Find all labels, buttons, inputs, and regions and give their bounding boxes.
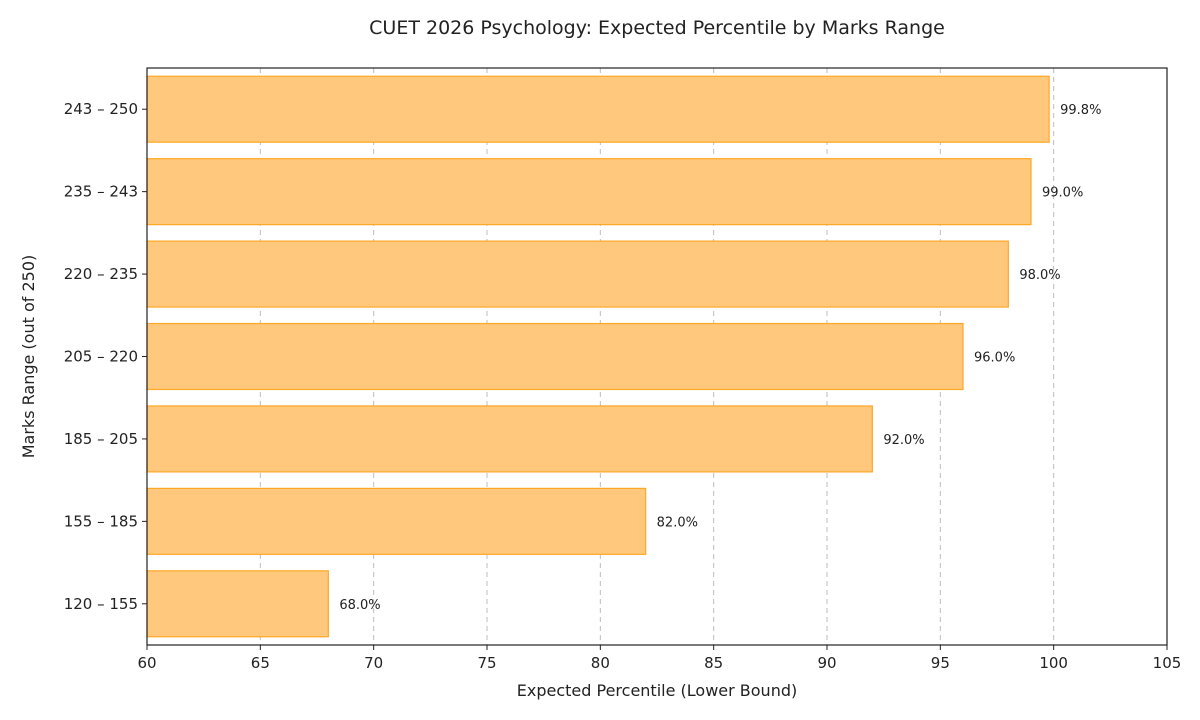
bar <box>146 240 1009 308</box>
chart-title: CUET 2026 Psychology: Expected Percentil… <box>369 17 945 39</box>
bar-value-label: 96.0% <box>974 351 1015 366</box>
y-tick-label: 155 – 185 <box>64 512 138 530</box>
bar <box>146 487 647 555</box>
x-tick-label: 70 <box>364 654 383 672</box>
x-tick-label: 80 <box>591 654 610 672</box>
y-tick-label: 185 – 205 <box>64 430 138 448</box>
bar-value-label: 68.0% <box>339 598 380 613</box>
y-tick-label: 205 – 220 <box>64 348 138 366</box>
data-labels: 68.0% 82.0% 92.0% 96.0% 98.0% 99.0% 99.8% <box>339 103 1101 613</box>
x-tick-label: 95 <box>931 654 950 672</box>
x-tick-label: 90 <box>817 654 836 672</box>
x-tick-label: 75 <box>477 654 496 672</box>
bar-value-label: 99.0% <box>1042 186 1083 201</box>
y-axis-label: Marks Range (out of 250) <box>19 255 38 459</box>
bar <box>146 570 329 638</box>
bar-value-label: 99.8% <box>1060 103 1101 118</box>
bar <box>146 158 1032 226</box>
bar <box>146 75 1050 143</box>
x-tick-label: 105 <box>1153 654 1182 672</box>
bar-value-label: 92.0% <box>883 433 924 448</box>
bar <box>146 405 873 473</box>
y-axis-ticks: 120 – 155 155 – 185 185 – 205 205 – 220 220 … <box>64 100 147 613</box>
bar-value-label: 82.0% <box>657 515 698 530</box>
y-tick-label: 220 – 235 <box>64 265 138 283</box>
x-tick-label: 65 <box>251 654 270 672</box>
x-axis-ticks: 60 65 70 75 80 85 90 95 100 105 <box>137 645 1181 672</box>
bar <box>146 322 964 391</box>
x-axis-label: Expected Percentile (Lower Bound) <box>517 681 797 700</box>
bar-value-label: 98.0% <box>1019 268 1060 283</box>
x-tick-label: 60 <box>137 654 156 672</box>
x-tick-label: 100 <box>1039 654 1068 672</box>
bars <box>146 75 1050 638</box>
y-tick-label: 120 – 155 <box>64 595 138 613</box>
x-tick-label: 85 <box>704 654 723 672</box>
y-tick-label: 243 – 250 <box>64 100 138 118</box>
plot-frame <box>146 67 1168 646</box>
y-tick-label: 235 – 243 <box>64 183 138 201</box>
